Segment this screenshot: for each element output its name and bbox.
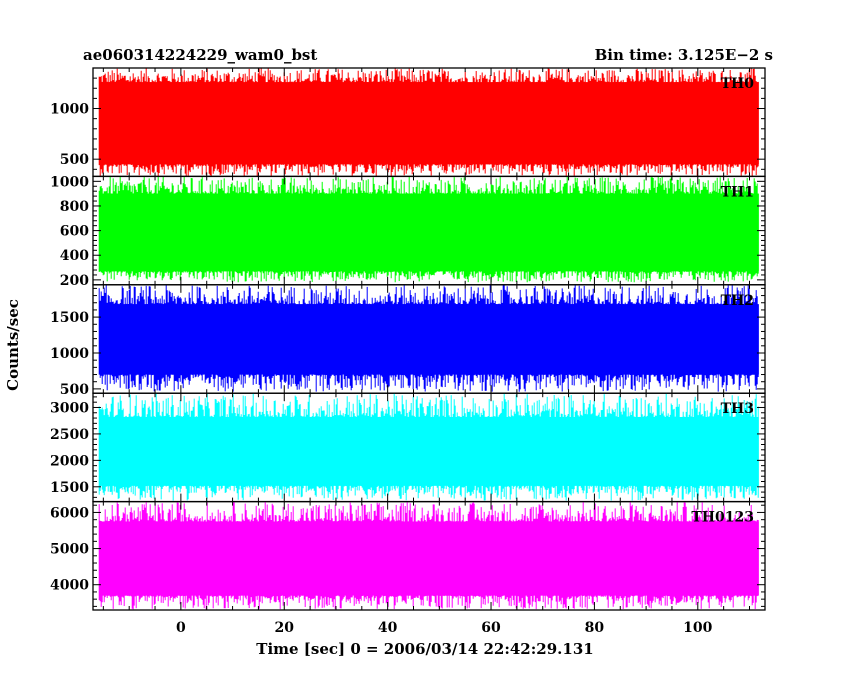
panel-th2: 500 1000 1500 TH2 <box>50 284 766 398</box>
series-line-th2 <box>98 284 759 392</box>
y-tick-label: 400 <box>60 248 89 264</box>
panel-label-th0123: TH0123 <box>691 510 754 526</box>
x-tick-label: 40 <box>378 620 398 636</box>
panel-th3: 1500 2000 2500 3000 TH3 <box>50 392 766 503</box>
y-tick-label: 4000 <box>50 578 89 594</box>
series-line-th0123 <box>98 501 759 610</box>
y-tick-label: 3000 <box>50 400 89 416</box>
series-line-th0 <box>98 68 759 177</box>
y-tick-label: 2500 <box>50 427 89 443</box>
y-tick-label: 1000 <box>50 102 89 118</box>
y-tick-label: 600 <box>60 224 89 240</box>
x-tick-label: 80 <box>585 620 605 636</box>
y-tick-label: 6000 <box>50 505 89 521</box>
panel-label-th0: TH0 <box>721 76 755 92</box>
x-tick-label: 60 <box>481 620 501 636</box>
plot-layer: 5001000TH02004006008001000TH150010001500… <box>50 67 766 636</box>
y-tick-label: 1000 <box>50 174 89 190</box>
chart-title: ae060314224229_wam0_bst <box>83 46 317 64</box>
panel-label-th1: TH1 <box>721 184 754 200</box>
panel-th0: 500 1000 TH0 <box>50 67 766 178</box>
y-tick-label: 1500 <box>50 480 89 496</box>
bin-time-label: Bin time: 3.125E−2 s <box>595 46 773 64</box>
panel-th0123: 4000 5000 6000 TH0123 <box>50 500 766 611</box>
y-tick-label: 2000 <box>50 453 89 469</box>
x-tick-label: 20 <box>275 620 295 636</box>
y-tick-label: 500 <box>60 382 89 398</box>
series-line-th3 <box>98 393 759 501</box>
y-tick-label: 1000 <box>50 346 89 362</box>
x-tick-label: 0 <box>176 620 186 636</box>
panel-label-th2: TH2 <box>721 293 754 309</box>
y-tick-label: 800 <box>60 199 89 215</box>
y-tick-label: 5000 <box>50 542 89 558</box>
y-axis-label: Counts/sec <box>4 299 22 391</box>
y-tick-label: 200 <box>60 273 89 289</box>
panel-label-th3: TH3 <box>721 401 754 417</box>
y-tick-label: 500 <box>60 152 89 168</box>
y-tick-label: 1500 <box>50 310 89 326</box>
x-axis-label: Time [sec] 0 = 2006/03/14 22:42:29.131 <box>256 640 593 658</box>
panel-th1: 200 400 600 800 1000 TH1 <box>50 174 766 289</box>
series-line-th1 <box>98 176 759 283</box>
x-tick-label: 100 <box>683 620 712 636</box>
